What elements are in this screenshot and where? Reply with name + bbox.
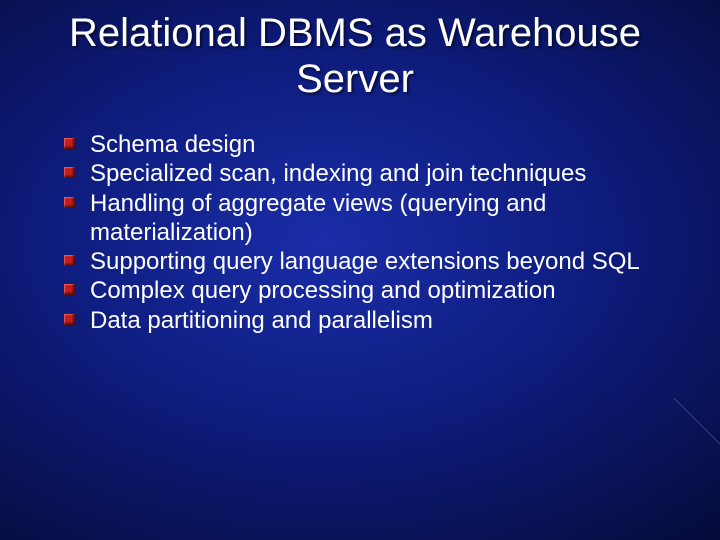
bullet-icon bbox=[64, 167, 75, 178]
slide-content: Schema design Specialized scan, indexing… bbox=[64, 130, 644, 335]
list-item-text: Schema design bbox=[90, 131, 255, 158]
bullet-icon bbox=[64, 284, 75, 295]
title-line-1: Relational DBMS as Warehouse bbox=[69, 11, 641, 55]
list-item: Specialized scan, indexing and join tech… bbox=[64, 159, 644, 188]
title-line-2: Server bbox=[296, 57, 414, 101]
list-item: Handling of aggregate views (querying an… bbox=[64, 189, 644, 248]
slide-title: Relational DBMS as Warehouse Server bbox=[20, 0, 690, 102]
list-item-text: Specialized scan, indexing and join tech… bbox=[90, 160, 586, 187]
slide: Relational DBMS as Warehouse Server Sche… bbox=[0, 0, 720, 540]
list-item: Complex query processing and optimizatio… bbox=[64, 276, 644, 305]
list-item: Schema design bbox=[64, 130, 644, 159]
list-item-text: Complex query processing and optimizatio… bbox=[90, 277, 556, 304]
bullet-icon bbox=[64, 197, 75, 208]
decorative-line bbox=[660, 385, 720, 445]
bullet-icon bbox=[64, 314, 75, 325]
list-item-text: Data partitioning and parallelism bbox=[90, 307, 433, 334]
list-item-text: Handling of aggregate views (querying an… bbox=[90, 190, 546, 246]
bullet-icon bbox=[64, 138, 75, 149]
list-item: Data partitioning and parallelism bbox=[64, 306, 644, 335]
list-item: Supporting query language extensions bey… bbox=[64, 247, 644, 276]
bullet-icon bbox=[64, 255, 75, 266]
list-item-text: Supporting query language extensions bey… bbox=[90, 248, 640, 275]
bullet-list: Schema design Specialized scan, indexing… bbox=[64, 130, 644, 335]
